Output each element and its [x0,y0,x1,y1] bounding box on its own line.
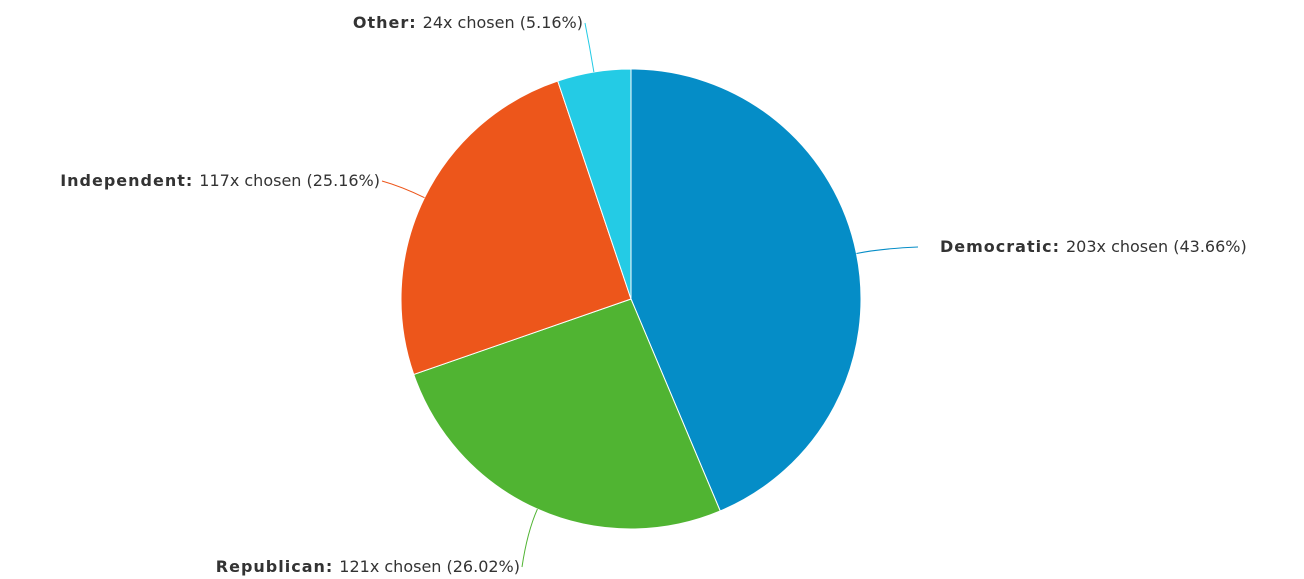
data-label: Other: 24x chosen (5.16%) [353,13,583,32]
leader-line [381,180,425,199]
leader-line [856,246,919,254]
value-label: 117x chosen (25.16%) [199,171,380,190]
data-label: Democratic: 203x chosen (43.66%) [940,237,1247,256]
pie-slice [400,80,632,376]
pie-slice [557,68,632,300]
category-name: Independent: [60,171,193,190]
leader-line [584,22,595,73]
pie-slice [630,68,862,512]
value-label: 24x chosen (5.16%) [423,13,583,32]
data-label: Independent: 117x chosen (25.16%) [60,171,380,190]
pie-slice [413,298,721,530]
value-label: 121x chosen (26.02%) [339,557,520,576]
data-label: Republican: 121x chosen (26.02%) [216,557,520,576]
category-name: Other: [353,13,417,32]
category-name: Republican: [216,557,334,576]
category-name: Democratic: [940,237,1060,256]
value-label: 203x chosen (43.66%) [1066,237,1247,256]
leader-line [521,508,538,568]
